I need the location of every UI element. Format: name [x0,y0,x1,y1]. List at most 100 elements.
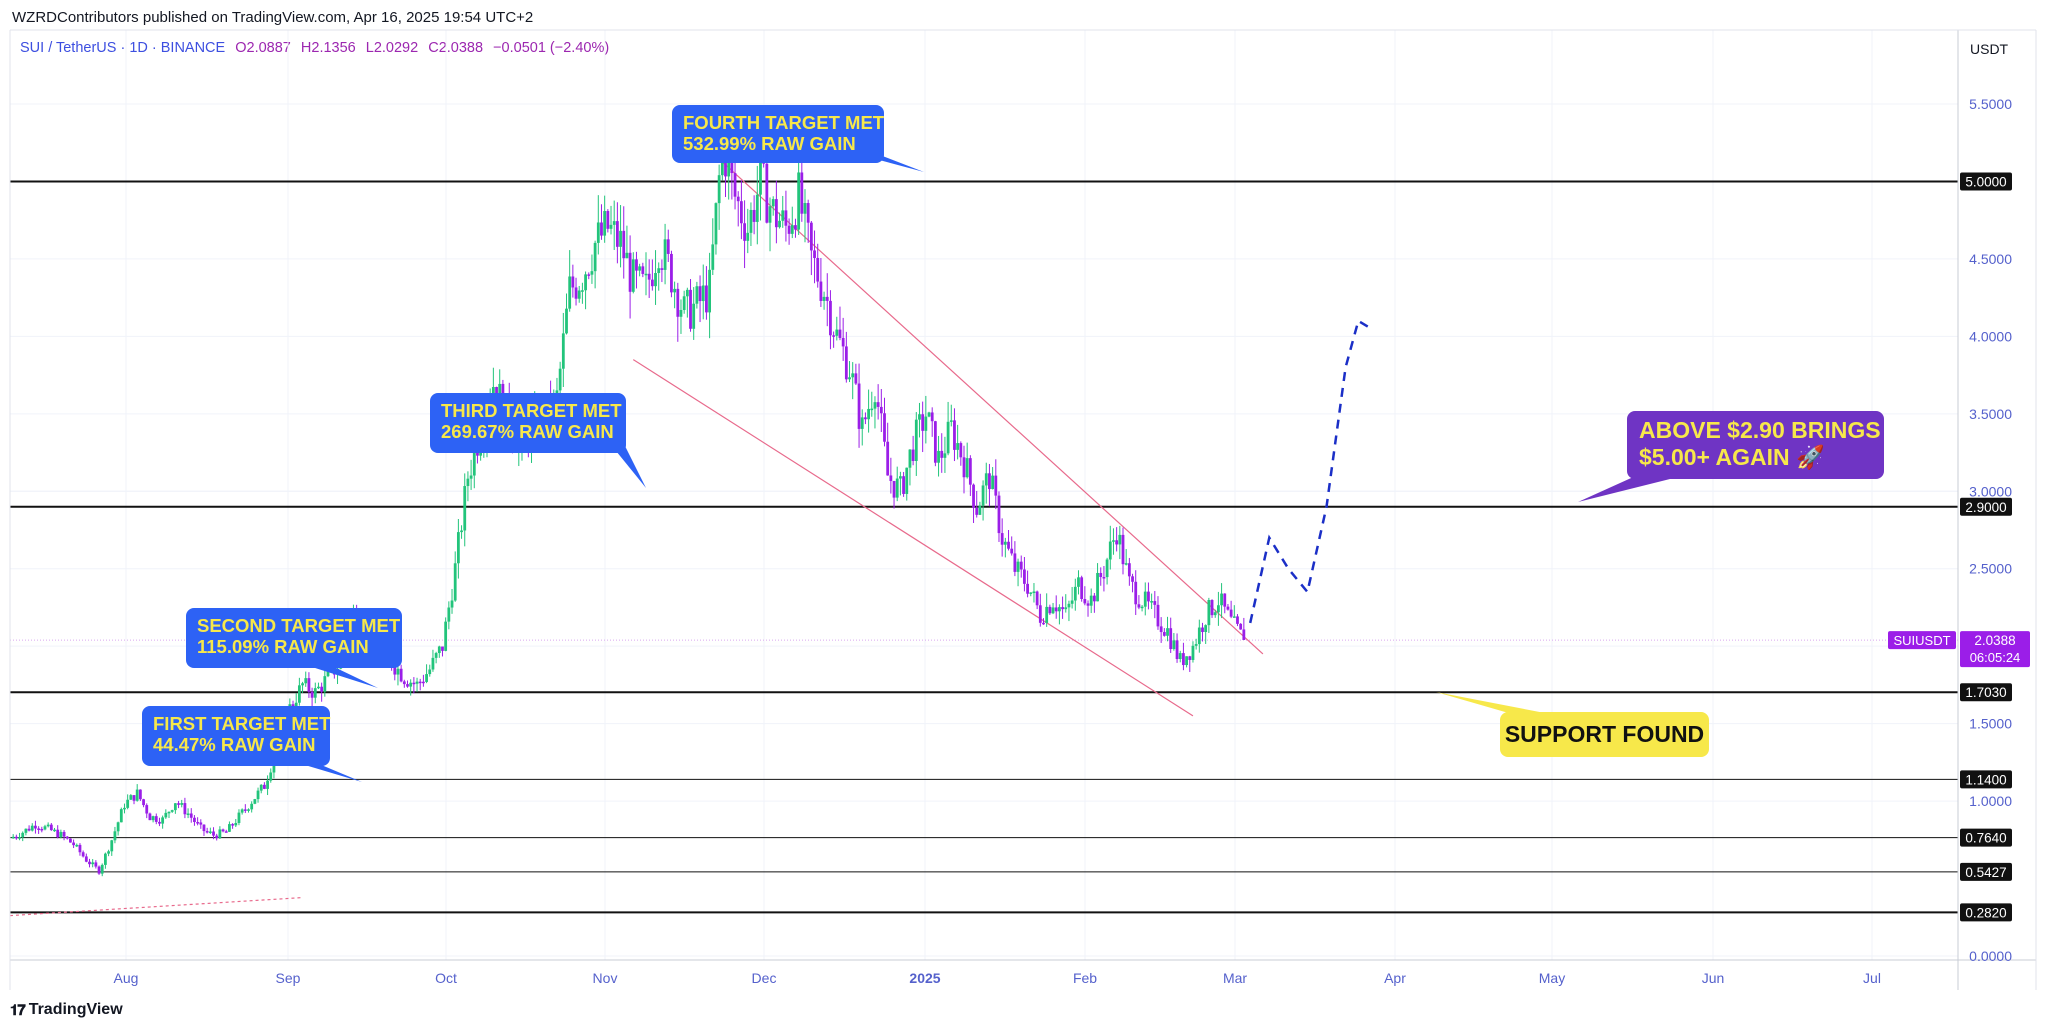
candle-body [463,486,467,531]
candle [40,826,44,833]
candle-body [784,210,788,226]
candle [628,235,632,319]
candle-body [733,173,737,197]
candle-body [323,676,327,692]
candle [402,679,406,688]
candle [981,480,985,521]
candle [857,363,861,448]
candle-body [666,239,670,254]
candle [56,825,60,839]
candle [247,808,250,813]
candle [708,252,711,339]
candle [844,331,848,383]
candle [110,839,114,856]
current-price-label: 2.0388 [1974,633,2015,648]
candle [221,828,225,833]
candle-body [256,790,260,800]
candle-body [558,368,562,391]
candle-body [1064,607,1068,610]
candle [1061,596,1064,619]
level-label: 0.5427 [1965,865,2006,880]
candle [304,671,308,687]
candle [463,473,467,547]
candle-body [1026,583,1029,594]
candle-body [1112,540,1115,542]
candle-body [1115,540,1119,545]
candle [953,408,956,462]
candle-body [1166,628,1169,636]
candle [1070,586,1074,609]
candle [908,449,912,486]
candle-body [167,811,171,814]
candle-body [441,646,444,651]
candle [933,420,937,467]
callout-line2: 44.47% RAW GAIN [153,734,315,755]
candle-body [1067,603,1071,608]
candle [946,401,950,456]
candle-body [1003,541,1007,545]
candle-body [1162,632,1166,636]
candle [825,273,829,327]
candle-body [1223,593,1227,607]
candle-body [822,296,826,301]
candle [456,518,460,579]
candle [615,202,619,264]
candle-body [1035,591,1039,606]
candle [984,462,988,504]
candle-body [110,840,114,852]
candle [692,287,696,340]
candle-body [962,457,966,478]
candle [186,808,190,819]
candle [323,665,327,697]
candle [208,827,212,835]
x-tick-label: Apr [1384,970,1406,986]
candle-body [1054,607,1058,612]
candle [790,206,794,239]
candle [870,391,874,417]
y-tick-label: 2.5000 [1969,561,2012,577]
candle-body [600,222,603,236]
candle-body [243,809,247,811]
candle-body [75,844,79,847]
candle [670,250,673,298]
candle [1143,582,1147,616]
candle-body [1045,606,1049,623]
candle-body [794,225,797,230]
candle [14,834,18,840]
candle [399,664,403,683]
candle-body [1207,600,1211,626]
candle [53,827,56,832]
symbol-name[interactable]: SUI / TetherUS · 1D · BINANCE [20,40,226,56]
x-tick-label: Nov [593,970,618,986]
candle [959,441,963,466]
candle [918,402,921,438]
candle-body [705,285,708,313]
candle-body [313,688,317,698]
grid [10,30,1958,960]
candle-body [755,194,759,222]
candle [1058,604,1061,625]
candle [269,768,273,783]
symbol-legend[interactable]: SUI / TetherUS · 1D · BINANCE O2.0887 H2… [20,40,615,56]
candle-body [555,390,559,395]
candle [819,258,823,307]
candle-body [145,805,149,814]
tradingview-logo[interactable]: 𝟏𝟕 TradingView [10,1001,123,1019]
candle-body [698,286,702,302]
candle-body [816,257,820,282]
candle [603,195,607,243]
countdown-label: 06:05:24 [1970,650,2021,665]
candle [1064,594,1068,613]
candle [161,815,165,829]
candle [606,209,610,233]
candle-body [18,837,21,839]
candle-body [43,826,47,830]
candle-body [84,856,88,862]
dashed-downtrend [9,896,303,917]
candle-body [218,829,222,839]
current-price-bg [1960,631,2030,668]
candle-body [803,203,807,214]
candle [116,821,120,836]
candle-body [1086,603,1090,606]
